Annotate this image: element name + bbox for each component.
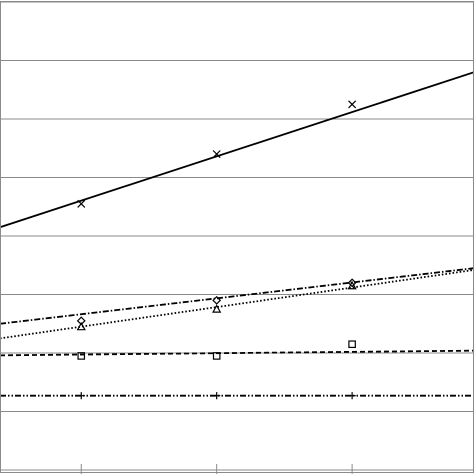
data-point-diamond-marker (347, 278, 357, 288)
data-point-x-marker (212, 150, 221, 159)
data-point-triangle-marker (347, 280, 357, 290)
series-trend-line (0, 269, 474, 340)
data-point-x-marker (77, 199, 86, 208)
data-point-plus-marker (77, 392, 85, 400)
data-point-plus-marker (348, 392, 356, 400)
data-point-triangle-marker (212, 304, 222, 313)
data-point-square-marker (348, 340, 356, 349)
series-trend-line (0, 267, 474, 325)
data-point-diamond-marker (212, 295, 222, 305)
data-point-plus-marker (213, 392, 221, 400)
data-point-x-marker (348, 100, 357, 109)
data-point-triangle-marker (76, 321, 86, 331)
data-point-diamond-marker (76, 316, 86, 326)
data-point-square-marker (212, 352, 221, 360)
series-trend-line (0, 71, 474, 229)
series-trend-line (0, 349, 474, 357)
data-point-square-marker (77, 352, 86, 360)
